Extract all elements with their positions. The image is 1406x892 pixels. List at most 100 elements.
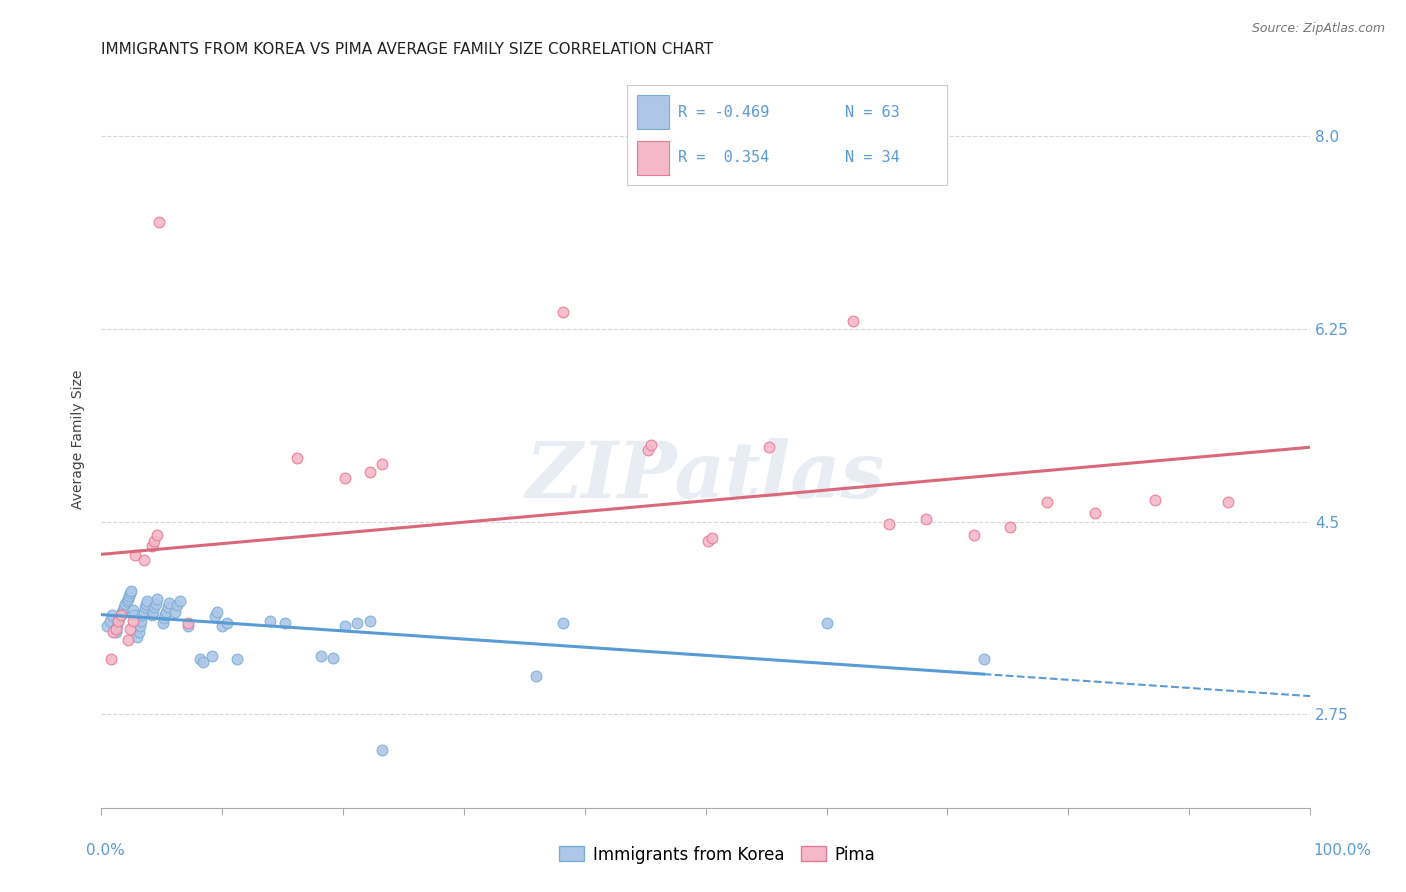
Point <box>309 648 332 663</box>
Point <box>963 527 986 541</box>
Point <box>359 465 381 479</box>
Point <box>104 623 127 637</box>
Point <box>322 651 344 665</box>
Point <box>177 615 200 630</box>
Point <box>120 586 142 600</box>
Point <box>842 314 865 328</box>
Point <box>111 605 134 619</box>
Point <box>640 437 662 451</box>
Text: 0.0%: 0.0% <box>86 843 125 858</box>
Point <box>120 583 142 598</box>
Point <box>132 605 155 619</box>
Point <box>129 614 152 628</box>
Point <box>551 305 574 319</box>
Point <box>188 652 211 666</box>
Point <box>108 611 131 625</box>
Point <box>155 605 177 619</box>
Point <box>121 602 143 616</box>
Point <box>370 743 392 757</box>
Point <box>105 619 128 633</box>
Point <box>111 602 134 616</box>
Point <box>879 516 901 531</box>
Point <box>1216 494 1239 508</box>
Point <box>143 600 166 615</box>
Point <box>169 594 191 608</box>
Point <box>100 652 122 666</box>
Point <box>135 597 157 611</box>
Point <box>143 534 166 549</box>
Point <box>1144 492 1167 507</box>
Point <box>115 594 138 608</box>
Point <box>117 591 139 606</box>
Point <box>359 614 381 628</box>
Point <box>124 548 146 562</box>
Point <box>141 608 163 623</box>
Point <box>146 591 169 606</box>
Point <box>370 458 392 472</box>
Point <box>153 611 176 625</box>
Point <box>146 527 169 541</box>
Point <box>114 597 136 611</box>
Point <box>117 633 139 648</box>
Point <box>141 539 163 553</box>
Point <box>1000 520 1022 534</box>
Point <box>110 608 132 623</box>
Point <box>118 590 141 604</box>
Point <box>215 615 238 630</box>
Point <box>155 608 177 623</box>
Point <box>191 656 214 670</box>
Text: ZIPatlas: ZIPatlas <box>526 438 886 514</box>
Point <box>526 668 548 682</box>
Text: Source: ZipAtlas.com: Source: ZipAtlas.com <box>1251 22 1385 36</box>
Point <box>132 553 155 567</box>
Point <box>346 615 368 630</box>
Text: 100.0%: 100.0% <box>1313 843 1372 858</box>
Point <box>225 652 247 666</box>
Point <box>335 470 357 484</box>
Point <box>134 600 156 615</box>
Point <box>128 624 150 639</box>
Point <box>201 648 224 663</box>
Point <box>120 623 142 637</box>
Point <box>637 443 659 458</box>
Point <box>204 609 226 624</box>
Point <box>551 615 574 630</box>
Point <box>101 608 124 623</box>
Point <box>148 215 170 229</box>
Point <box>157 596 180 610</box>
Point <box>136 594 159 608</box>
Point <box>103 624 125 639</box>
Point <box>128 619 150 633</box>
Point <box>335 619 357 633</box>
Point <box>207 605 229 619</box>
Point <box>758 440 780 454</box>
Point <box>122 608 145 623</box>
Point <box>697 534 720 549</box>
Point <box>152 615 174 630</box>
Point <box>700 531 723 545</box>
Point <box>112 600 135 615</box>
Point <box>156 600 179 615</box>
Point <box>914 512 936 526</box>
Point <box>973 652 995 666</box>
Point <box>1084 506 1107 520</box>
Point <box>142 605 165 619</box>
Point <box>145 597 167 611</box>
Y-axis label: Average Family Size: Average Family Size <box>72 369 86 508</box>
Point <box>127 630 149 644</box>
Point <box>107 614 129 628</box>
Point <box>121 614 143 628</box>
Legend: Immigrants from Korea, Pima: Immigrants from Korea, Pima <box>553 839 882 871</box>
Point <box>107 614 129 628</box>
Text: IMMIGRANTS FROM KOREA VS PIMA AVERAGE FAMILY SIZE CORRELATION CHART: IMMIGRANTS FROM KOREA VS PIMA AVERAGE FA… <box>101 42 713 57</box>
Point <box>285 450 308 465</box>
Point <box>177 619 200 633</box>
Point <box>211 619 233 633</box>
Point <box>166 598 188 612</box>
Point <box>259 614 281 628</box>
Point <box>274 615 297 630</box>
Point <box>131 608 153 623</box>
Point <box>163 605 186 619</box>
Point <box>98 614 121 628</box>
Point <box>815 615 838 630</box>
